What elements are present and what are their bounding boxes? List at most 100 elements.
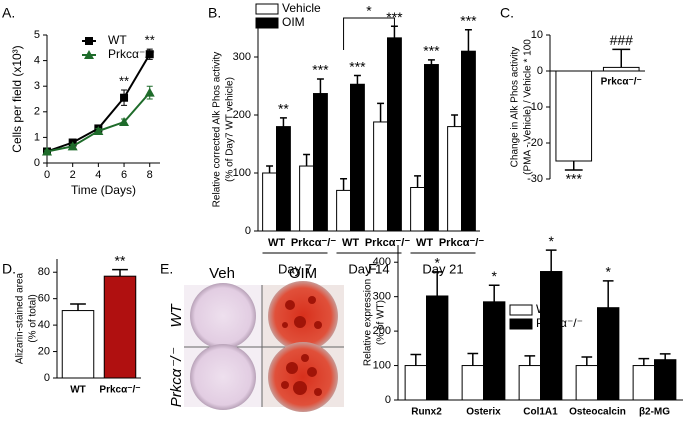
bar xyxy=(424,64,439,232)
x-tick-label: Runx2 xyxy=(411,407,442,418)
plate xyxy=(190,344,256,410)
x-tick-label: β2-MG xyxy=(639,407,670,418)
error-bar xyxy=(266,165,274,173)
annotation: *** xyxy=(386,9,403,25)
bracket xyxy=(343,17,395,50)
bar xyxy=(575,365,598,401)
panel-label: B. xyxy=(208,5,221,21)
y-tick-label: -10 xyxy=(527,101,543,113)
x-tick-label: 2 xyxy=(70,169,76,181)
legend-swatch xyxy=(509,304,533,316)
annotation: * xyxy=(491,268,497,284)
panel-label: A. xyxy=(2,5,15,21)
bar xyxy=(373,121,388,232)
x-tick-label: 0 xyxy=(44,169,50,181)
column-label: OIM xyxy=(289,265,317,282)
bar xyxy=(555,70,593,162)
bar xyxy=(461,365,484,401)
error-bar xyxy=(612,48,631,68)
error-bar xyxy=(427,59,435,65)
error-bar xyxy=(70,303,86,311)
annotation: ** xyxy=(119,73,129,88)
x-axis-label: Time (Days) xyxy=(71,183,136,197)
error-bar xyxy=(451,114,459,127)
legend-label: Prkcα⁻/⁻ xyxy=(536,316,583,330)
bar xyxy=(461,50,476,232)
marker xyxy=(120,93,129,102)
y-tick-label: 100 xyxy=(373,359,391,371)
bar xyxy=(350,83,365,232)
annotation: ** xyxy=(278,101,289,117)
x-tick-label: 6 xyxy=(121,169,127,181)
legend-swatch xyxy=(509,318,533,330)
error-bar xyxy=(638,357,650,366)
x-tick-label: Osterix xyxy=(466,407,501,418)
error-bar xyxy=(524,355,536,366)
group-label: Day 7 xyxy=(278,261,312,276)
plate xyxy=(268,342,338,412)
plate xyxy=(268,281,338,351)
error-bar xyxy=(340,178,348,191)
y-tick-label: 2 xyxy=(34,106,40,118)
panel-label: D. xyxy=(2,261,16,277)
legend-swatch xyxy=(255,3,279,15)
group-label: Day 21 xyxy=(422,261,463,276)
error-bar xyxy=(581,356,593,366)
x-tick-label: Osteocalcin xyxy=(569,407,626,418)
group-label: Day 14 xyxy=(348,261,389,276)
y-axis-label: (% of total) xyxy=(28,294,39,342)
marker xyxy=(144,87,155,97)
bar xyxy=(632,365,655,401)
y-tick-label: 4 xyxy=(34,55,40,67)
marker xyxy=(42,146,52,156)
y-axis-label: Change in Alk Phos activity xyxy=(510,47,521,168)
error-bar xyxy=(377,102,385,122)
bar xyxy=(61,310,95,379)
x-tick-label: Prkcα⁻/⁻ xyxy=(439,237,484,249)
marker xyxy=(145,50,154,59)
y-tick-label: 0 xyxy=(537,65,543,77)
line xyxy=(46,91,151,153)
nodules xyxy=(281,296,322,396)
y-axis-label: Cells per field (x10³) xyxy=(10,45,24,152)
annotation: *** xyxy=(423,43,440,59)
x-tick-label: 4 xyxy=(95,169,101,181)
y-axis-label: (% of WT) xyxy=(376,300,387,345)
error-bar xyxy=(414,175,422,188)
panel-e: E. Veh OIM WT Prkcα⁻/⁻ xyxy=(160,261,344,412)
bar xyxy=(299,165,314,232)
annotation: ** xyxy=(115,252,126,268)
error-bar xyxy=(112,268,128,277)
error-bar xyxy=(564,161,583,171)
error-bar xyxy=(659,353,671,360)
bar xyxy=(387,37,402,232)
y-tick-label: 0 xyxy=(44,372,50,384)
y-tick-label: 3 xyxy=(34,80,40,92)
annotation: * xyxy=(434,255,440,271)
marker xyxy=(84,50,94,59)
legend-label: WT xyxy=(108,33,127,47)
row-label: Prkcα⁻/⁻ xyxy=(168,348,185,408)
bar xyxy=(336,189,351,232)
y-tick-label: 5 xyxy=(34,29,40,41)
x-tick-label: WT xyxy=(416,237,433,249)
legend-label: Prkcα⁻/⁻ xyxy=(108,47,155,61)
x-tick-label: Col1A1 xyxy=(523,407,558,418)
column-label: Veh xyxy=(209,265,235,282)
error-bar xyxy=(279,117,287,127)
x-tick-label: WT xyxy=(70,385,86,396)
y-tick-label: -30 xyxy=(527,173,543,185)
y-tick-label: 200 xyxy=(233,109,251,121)
x-tick-label: WT xyxy=(268,237,285,249)
y-tick-label: 100 xyxy=(233,167,251,179)
y-tick-label: 0 xyxy=(245,225,251,237)
line xyxy=(46,53,151,153)
marker xyxy=(67,141,78,151)
error-bar xyxy=(316,78,324,94)
panel-label: C. xyxy=(500,5,514,21)
y-axis-label: (% of Day7 WT vehicle) xyxy=(225,77,236,182)
error-bar xyxy=(353,74,361,85)
y-tick-label: 300 xyxy=(373,291,391,303)
error-bar xyxy=(488,284,500,302)
legend-swatch xyxy=(255,17,279,29)
